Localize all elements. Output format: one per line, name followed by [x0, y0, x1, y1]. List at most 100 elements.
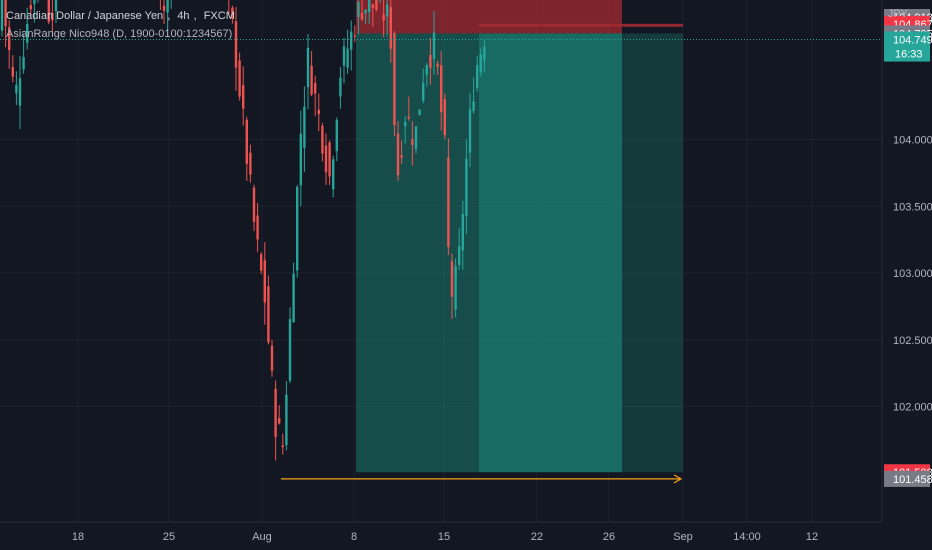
candle-body — [288, 319, 292, 381]
candle-body — [454, 266, 457, 310]
candle-body — [242, 85, 245, 109]
interval-label[interactable]: 4h — [177, 10, 190, 22]
take-profit-zone-projection — [622, 33, 683, 473]
secondary-stop-band — [479, 23, 683, 27]
candle-body — [422, 82, 425, 101]
candle-body — [357, 2, 360, 17]
candle-body — [368, 0, 371, 13]
candle-body — [317, 109, 320, 115]
candle-body — [447, 157, 450, 247]
indicator-legend[interactable]: AsianRange Nico948 (D, 1900-0100:1234567… — [6, 28, 233, 40]
candle-body — [314, 82, 317, 94]
candle-body — [458, 246, 461, 265]
candle-body — [332, 159, 335, 190]
stop-loss-zone — [356, 0, 622, 34]
candle-body — [400, 155, 403, 158]
price-axis — [882, 0, 932, 550]
candle-body — [425, 65, 428, 75]
price-label-tag — [884, 31, 930, 62]
candle-body — [249, 152, 252, 175]
candle-body — [364, 9, 367, 14]
candle-body — [310, 65, 313, 95]
take-profit-zone-active — [479, 33, 622, 473]
candle-body — [47, 0, 50, 22]
candle-body — [472, 101, 475, 111]
time-tick-label: 14:00 — [733, 531, 761, 543]
time-axis — [0, 522, 932, 550]
candle-body — [346, 48, 349, 68]
candle-body — [270, 345, 274, 371]
candle-body — [418, 109, 421, 115]
price-label-text: 104.749 — [893, 35, 932, 47]
exchange-label: FXCM — [203, 10, 235, 22]
candle-body — [303, 106, 306, 149]
time-tick-label: Sep — [673, 531, 693, 543]
time-tick-label: 26 — [603, 531, 615, 543]
price-label-tag — [884, 470, 930, 487]
candle-body — [0, 0, 4, 31]
candle-body — [8, 27, 11, 51]
candle-body — [389, 7, 392, 49]
time-tick-label: Aug — [252, 531, 272, 543]
candle-body — [11, 67, 14, 77]
arrow-icon — [673, 474, 683, 484]
candle-body — [393, 33, 396, 126]
candle-body — [256, 215, 259, 240]
price-tick-label: 104.000 — [893, 135, 932, 147]
candle-body — [324, 145, 328, 173]
candle-body — [350, 31, 353, 50]
candle-body — [234, 21, 238, 68]
candle-body — [396, 133, 400, 176]
candle-body — [33, 0, 36, 4]
price-label-text: 101.458 — [893, 474, 932, 486]
candle-body — [321, 125, 324, 154]
candle-body — [375, 0, 378, 10]
candle-body — [22, 57, 25, 70]
candle-body — [252, 187, 256, 222]
candle-body — [450, 261, 454, 297]
candle-body — [281, 445, 284, 448]
candle-body — [26, 24, 29, 43]
candle-body — [231, 7, 234, 19]
countdown-timer: 16:33 — [895, 49, 923, 61]
candle-body — [245, 119, 248, 164]
candle-body — [386, 4, 389, 17]
time-tick-label: 12 — [806, 531, 818, 543]
candle-body — [335, 119, 338, 152]
candle-body — [429, 54, 432, 68]
symbol-title: Canadian Dollar / Japanese Yen — [6, 10, 164, 22]
candle-body — [440, 65, 443, 113]
candle-body — [443, 99, 446, 136]
candle-body — [353, 35, 356, 37]
candle-body — [299, 133, 302, 186]
candle-body — [15, 84, 18, 94]
candle-body — [166, 0, 169, 13]
candle-body — [267, 286, 270, 343]
candle-body — [432, 32, 436, 59]
candle-body — [360, 12, 364, 20]
time-tick-label: 22 — [531, 531, 543, 543]
candle-body — [411, 139, 414, 145]
candle-body — [260, 254, 263, 271]
candle-body — [483, 46, 486, 61]
price-tick-label: 103.000 — [893, 268, 932, 280]
candle-body — [51, 12, 54, 21]
candle-body — [274, 388, 277, 437]
candle-body — [339, 77, 342, 97]
candle-body — [29, 5, 32, 10]
candle-body — [162, 5, 166, 11]
time-tick-label: 25 — [163, 531, 175, 543]
candle-body — [479, 54, 482, 73]
price-tick-label: 102.500 — [893, 335, 932, 347]
candle-body — [465, 158, 468, 216]
candle-body — [292, 273, 295, 323]
candle-body — [328, 142, 331, 177]
time-tick-label: 15 — [438, 531, 450, 543]
candle-body — [414, 126, 418, 150]
candle-body — [476, 65, 479, 89]
candle-body — [306, 47, 310, 88]
candle-body — [468, 109, 472, 153]
time-tick-label: 18 — [72, 531, 84, 543]
candle-body — [461, 214, 464, 251]
